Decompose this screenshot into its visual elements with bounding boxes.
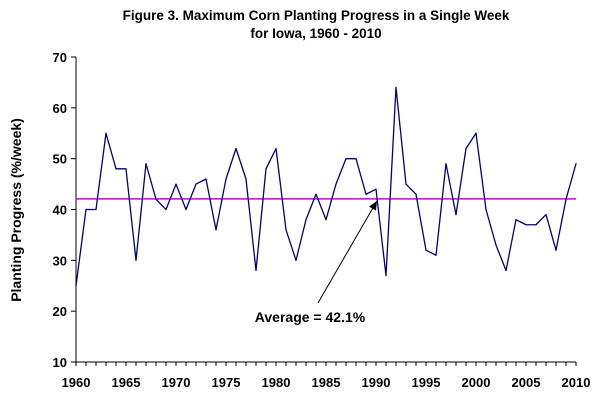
data-point bbox=[175, 183, 177, 185]
data-point bbox=[265, 168, 267, 170]
annotation-arrowhead bbox=[369, 200, 377, 211]
data-point bbox=[205, 178, 207, 180]
series-group bbox=[75, 86, 577, 287]
y-tick-label: 20 bbox=[53, 304, 67, 319]
data-point bbox=[105, 132, 107, 134]
data-point bbox=[215, 229, 217, 231]
x-tick-label: 2005 bbox=[512, 375, 541, 390]
data-point bbox=[375, 188, 377, 190]
x-tick-label: 1995 bbox=[412, 375, 441, 390]
y-axis-label: Planting Progress (%/week) bbox=[8, 118, 24, 302]
x-tick-label: 1980 bbox=[262, 375, 291, 390]
y-tick-label: 30 bbox=[53, 253, 67, 268]
data-point bbox=[345, 158, 347, 160]
data-point bbox=[565, 198, 567, 200]
data-point bbox=[325, 219, 327, 221]
data-point bbox=[555, 249, 557, 251]
data-point bbox=[395, 86, 397, 89]
annotation-group: Average = 42.1% bbox=[255, 200, 378, 325]
data-point bbox=[245, 178, 247, 180]
axes bbox=[71, 56, 577, 366]
data-point bbox=[295, 259, 297, 261]
average-annotation: Average = 42.1% bbox=[255, 309, 366, 325]
data-point bbox=[485, 208, 487, 211]
data-point bbox=[305, 219, 307, 221]
data-point bbox=[145, 163, 147, 165]
data-point bbox=[435, 254, 437, 256]
data-point bbox=[415, 193, 417, 195]
series-line bbox=[75, 86, 577, 286]
x-tick-label: 1970 bbox=[162, 375, 191, 390]
data-point bbox=[365, 193, 367, 195]
x-tick-label: 1965 bbox=[112, 375, 141, 390]
data-point bbox=[445, 163, 447, 165]
y-tick-label: 70 bbox=[53, 50, 67, 65]
chart-title-line1: Figure 3. Maximum Corn Planting Progress… bbox=[123, 8, 510, 23]
data-point bbox=[85, 208, 87, 211]
x-tick-label: 2000 bbox=[462, 375, 491, 390]
y-tick-label: 40 bbox=[53, 203, 67, 218]
data-point bbox=[545, 213, 547, 216]
x-tick-label: 1975 bbox=[212, 375, 241, 390]
chart-title-line2: for Iowa, 1960 - 2010 bbox=[250, 26, 381, 41]
data-point bbox=[425, 249, 427, 251]
annotation-arrow bbox=[317, 200, 378, 304]
data-point bbox=[465, 147, 467, 150]
data-point bbox=[335, 183, 337, 185]
data-point bbox=[275, 147, 277, 150]
data-point bbox=[155, 198, 157, 200]
data-point bbox=[455, 213, 457, 216]
data-point bbox=[405, 183, 407, 185]
data-point bbox=[95, 208, 97, 211]
y-tick-label: 60 bbox=[53, 101, 67, 116]
x-tick-label: 1990 bbox=[362, 375, 391, 390]
data-point bbox=[225, 178, 227, 180]
data-point bbox=[135, 259, 137, 261]
data-point bbox=[285, 229, 287, 231]
data-point bbox=[535, 224, 537, 226]
data-point bbox=[185, 208, 187, 211]
x-tick-label: 1960 bbox=[62, 375, 91, 390]
y-tick-label: 50 bbox=[53, 152, 67, 167]
tick-labels: 10 20 30 40 50 60 70 1960 1965 1970 1975 1980 1985 19… bbox=[53, 50, 591, 390]
data-point bbox=[505, 269, 507, 272]
data-point bbox=[165, 208, 167, 211]
data-point bbox=[355, 158, 357, 160]
data-point bbox=[525, 224, 527, 226]
y-tick-label: 10 bbox=[53, 355, 67, 370]
data-point bbox=[195, 183, 197, 185]
data-point bbox=[315, 193, 317, 195]
data-point bbox=[75, 285, 77, 287]
data-point bbox=[515, 219, 517, 221]
x-tick-label: 1985 bbox=[312, 375, 341, 390]
x-tick-label: 2010 bbox=[562, 375, 591, 390]
data-point bbox=[575, 163, 577, 165]
data-point bbox=[125, 168, 127, 170]
data-point bbox=[495, 244, 497, 246]
data-point bbox=[235, 147, 237, 150]
data-point bbox=[385, 274, 387, 277]
data-point bbox=[475, 132, 477, 134]
data-point bbox=[255, 269, 257, 272]
data-point bbox=[115, 168, 117, 170]
